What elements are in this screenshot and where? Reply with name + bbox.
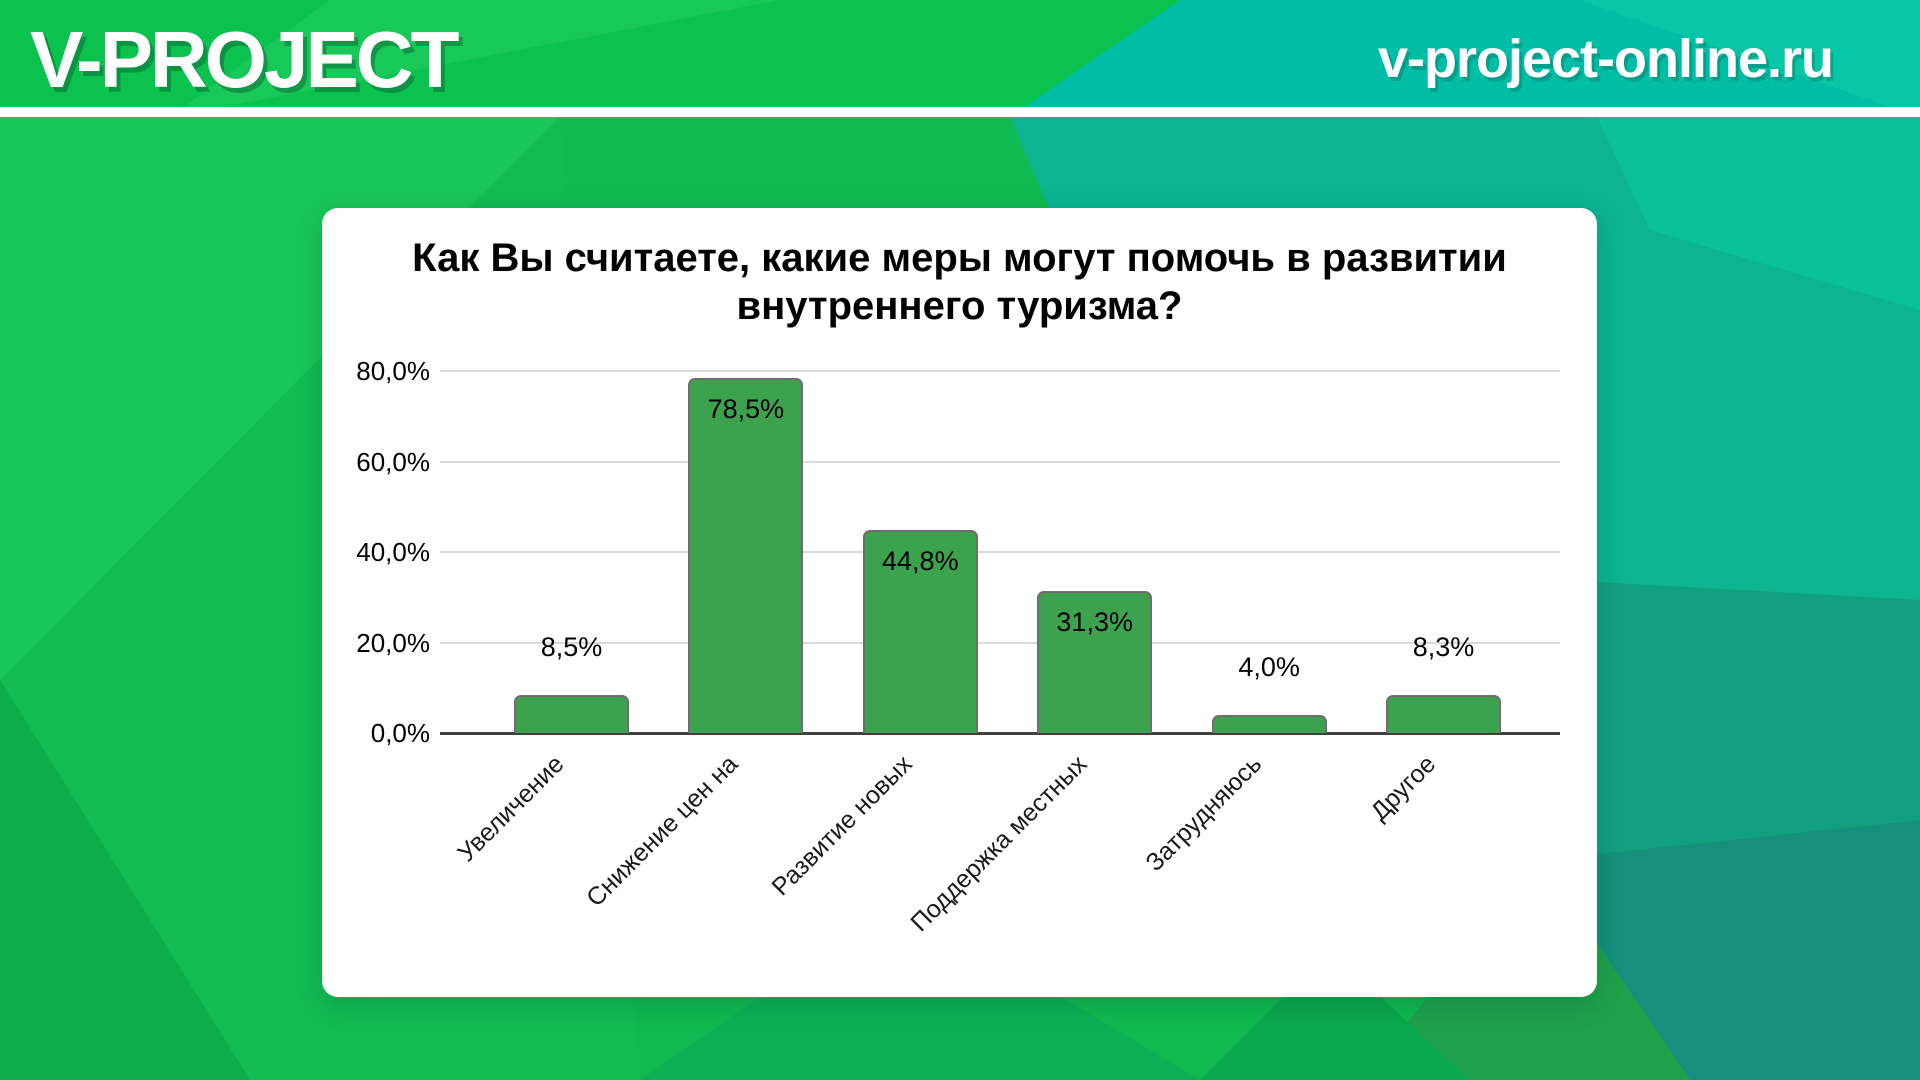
x-category-label: Другое: [1002, 750, 1441, 826]
gridline: [440, 641, 1560, 644]
bar: [862, 530, 978, 733]
header-divider: [0, 107, 1920, 117]
bar: [514, 694, 629, 733]
y-tick-label: 60,0%: [356, 446, 430, 477]
y-tick-label: 0,0%: [370, 718, 430, 748]
y-tick-label: 40,0%: [356, 537, 430, 567]
site-url-text: v-project-online.ru: [1377, 29, 1834, 89]
y-tick-label: 20,0%: [356, 627, 430, 658]
bar-chart-plot: 80,0% 60,0% 40,0% 20,0% 0,0% 8,5% Увеличение 78…: [322, 208, 1597, 997]
bar: [1037, 591, 1153, 733]
gridline: [440, 460, 1560, 463]
bar: [1211, 714, 1327, 733]
chart-card: Как Вы считаете, какие меры могут помочь…: [322, 208, 1597, 997]
bar-value-label: 78,5%: [707, 393, 785, 424]
bar-value-label: 44,8%: [882, 546, 959, 577]
bar-value-label: 31,3%: [1056, 607, 1133, 638]
bar-value-label: 8,3%: [1412, 632, 1475, 663]
logo-text: V-PROJECT: [30, 15, 459, 104]
bar-value-label: 8,5%: [540, 631, 603, 662]
bar-value-label: 4,0%: [1238, 651, 1300, 682]
chart-title: Как Вы считаете, какие меры могут помочь…: [412, 236, 1507, 328]
bar: [688, 377, 804, 733]
gridline: [440, 370, 1560, 372]
x-axis-line: [440, 732, 1560, 735]
x-category-label-text: Другое: [1365, 750, 1442, 826]
bar: [1386, 695, 1501, 733]
gridline: [440, 551, 1560, 553]
y-tick-label: 80,0%: [356, 356, 430, 386]
